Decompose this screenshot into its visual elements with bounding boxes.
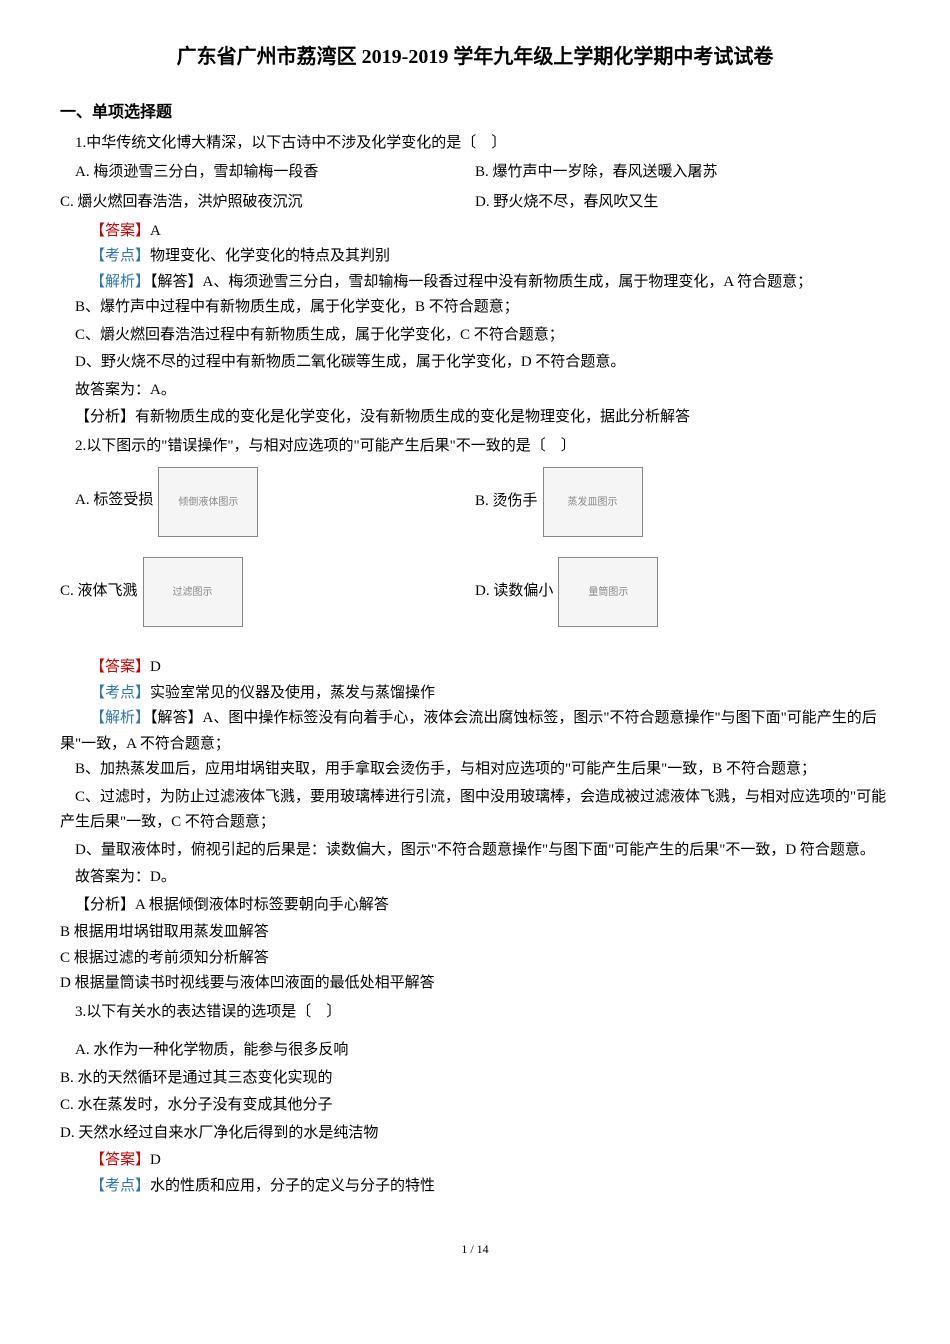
analysis-block: 【解析】【解答】A、图中操作标签没有向着手心，液体会流出腐蚀标签，图示"不符合题…: [60, 706, 890, 757]
point-label: 【考点】: [90, 248, 150, 264]
analysis-label: 【解析】: [90, 710, 150, 726]
option-a: A. 梅须逊雪三分白，雪却输梅一段香: [60, 160, 475, 186]
page-footer: 1 / 14: [60, 1239, 890, 1259]
fenxi-b: B 根据用坩埚钳取用蒸发皿解答: [60, 920, 890, 946]
point-value: 物理变化、化学变化的特点及其判别: [150, 248, 390, 264]
answer-value: D: [150, 659, 161, 675]
options-row: C. 爝火燃回春浩浩，洪炉照破夜沉沉 D. 野火烧不尽，春风吹又生: [60, 190, 890, 216]
option-a-label: A. 标签受损: [60, 488, 153, 514]
analysis-a: A、梅须逊雪三分白，雪却输梅一段香过程中没有新物质生成，属于物理变化，A 符合题…: [203, 274, 813, 290]
page-title: 广东省广州市荔湾区 2019-2019 学年九年级上学期化学期中考试试卷: [60, 40, 890, 74]
option-b-label: B. 烫伤手: [475, 489, 538, 515]
evaporating-dish-icon: 蒸发皿图示: [543, 467, 643, 537]
conclusion: 故答案为：A。: [60, 378, 890, 404]
point-block: 【考点】实验室常见的仪器及使用，蒸发与蒸馏操作: [60, 681, 890, 707]
option-c: C. 水在蒸发时，水分子没有变成其他分子: [60, 1093, 890, 1119]
image-options: A. 标签受损 倾倒液体图示 B. 烫伤手 蒸发皿图示 C. 液体飞溅 过滤图示…: [60, 467, 890, 647]
filter-icon: 过滤图示: [143, 557, 243, 627]
spacer: [60, 1028, 890, 1038]
answer-block: 【答案】A: [60, 219, 890, 245]
analysis-d: D、量取液体时，俯视引起的后果是：读数偏大，图示"不符合题意操作"与图下面"可能…: [60, 838, 890, 864]
question-text: 3.以下有关水的表达错误的选项是〔 〕: [60, 1000, 890, 1026]
option-a-img: A. 标签受损 倾倒液体图示: [60, 467, 475, 537]
analysis-sublabel: 【解答】: [150, 274, 203, 290]
options-row: A. 梅须逊雪三分白，雪却输梅一段香 B. 爆竹声中一岁除，春风送暖入屠苏: [60, 160, 890, 188]
option-d: D. 天然水经过自来水厂净化后得到的水是纯洁物: [60, 1121, 890, 1147]
options-col: A. 水作为一种化学物质，能参与很多反响 B. 水的天然循环是通过其三态变化实现…: [60, 1038, 890, 1146]
point-label: 【考点】: [90, 685, 150, 701]
point-value: 实验室常见的仪器及使用，蒸发与蒸馏操作: [150, 685, 435, 701]
answer-block: 【答案】D: [60, 655, 890, 681]
option-d-img: D. 读数偏小 量筒图示: [475, 557, 890, 627]
option-b: B. 爆竹声中一岁除，春风送暖入屠苏: [475, 160, 890, 188]
question-text: 2.以下图示的"错误操作"，与相对应选项的"可能产生后果"不一致的是〔 〕: [60, 434, 890, 460]
point-label: 【考点】: [90, 1178, 150, 1194]
analysis-c: C、爝火燃回春浩浩过程中有新物质生成，属于化学变化，C 不符合题意；: [60, 323, 890, 349]
analysis-label: 【解析】: [90, 274, 150, 290]
analysis-block: 【解析】【解答】A、梅须逊雪三分白，雪却输梅一段香过程中没有新物质生成，属于物理…: [60, 270, 890, 296]
question-1: 1.中华传统文化博大精深，以下古诗中不涉及化学变化的是〔 〕: [60, 131, 890, 157]
question-2: 2.以下图示的"错误操作"，与相对应选项的"可能产生后果"不一致的是〔 〕: [60, 434, 890, 460]
option-d-label: D. 读数偏小: [475, 579, 553, 605]
fenxi-c: C 根据过滤的考前须知分析解答: [60, 946, 890, 972]
option-b: B. 水的天然循环是通过其三态变化实现的: [60, 1066, 890, 1092]
question-text: 1.中华传统文化博大精深，以下古诗中不涉及化学变化的是〔 〕: [60, 131, 890, 157]
answer-value: D: [150, 1152, 161, 1168]
pour-liquid-icon: 倾倒液体图示: [158, 467, 258, 537]
analysis-b: B、加热蒸发皿后，应用坩埚钳夹取，用手拿取会烫伤手，与相对应选项的"可能产生后果…: [60, 757, 890, 783]
fenxi-d: D 根据量筒读书时视线要与液体凹液面的最低处相平解答: [60, 971, 890, 997]
fenxi-a: 【分析】A 根据倾倒液体时标签要朝向手心解答: [60, 893, 890, 919]
point-block: 【考点】物理变化、化学变化的特点及其判别: [60, 244, 890, 270]
analysis-d: D、野火烧不尽的过程中有新物质二氧化碳等生成，属于化学变化，D 不符合题意。: [60, 350, 890, 376]
answer-label: 【答案】: [90, 1152, 150, 1168]
fenxi: 【分析】有新物质生成的变化是化学变化，没有新物质生成的变化是物理变化，据此分析解…: [60, 405, 890, 431]
answer-value: A: [150, 223, 161, 239]
analysis-sublabel: 【解答】: [150, 710, 203, 726]
option-a: A. 水作为一种化学物质，能参与很多反响: [60, 1038, 890, 1064]
point-block: 【考点】水的性质和应用，分子的定义与分子的特性: [60, 1174, 890, 1200]
analysis-b: B、爆竹声中过程中有新物质生成，属于化学变化，B 不符合题意；: [60, 295, 890, 321]
analysis-c: C、过滤时，为防止过滤液体飞溅，要用玻璃棒进行引流，图中没用玻璃棒，会造成被过滤…: [60, 785, 890, 836]
question-3: 3.以下有关水的表达错误的选项是〔 〕: [60, 1000, 890, 1026]
cylinder-icon: 量筒图示: [558, 557, 658, 627]
option-b-img: B. 烫伤手 蒸发皿图示: [475, 467, 890, 537]
option-d: D. 野火烧不尽，春风吹又生: [475, 190, 890, 216]
conclusion: 故答案为：D。: [60, 865, 890, 891]
point-value: 水的性质和应用，分子的定义与分子的特性: [150, 1178, 435, 1194]
section-header: 一、单项选择题: [60, 99, 890, 126]
option-c: C. 爝火燃回春浩浩，洪炉照破夜沉沉: [60, 190, 475, 216]
answer-label: 【答案】: [90, 223, 150, 239]
option-c-label: C. 液体飞溅: [60, 579, 138, 605]
answer-label: 【答案】: [90, 659, 150, 675]
answer-block: 【答案】D: [60, 1148, 890, 1174]
option-c-img: C. 液体飞溅 过滤图示: [60, 557, 475, 627]
